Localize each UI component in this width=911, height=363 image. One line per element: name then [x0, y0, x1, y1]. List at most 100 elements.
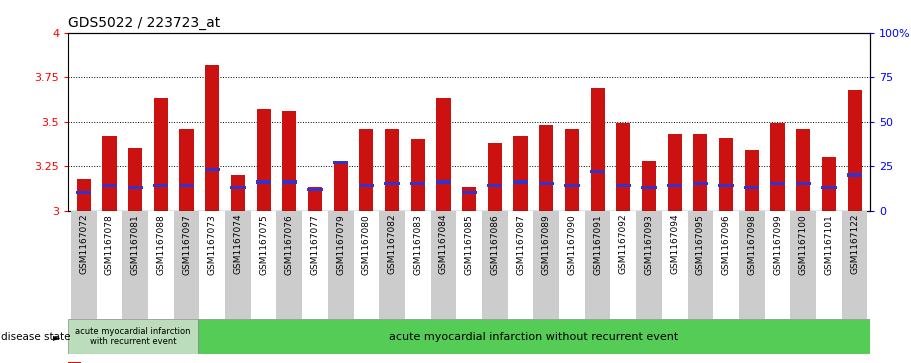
- Bar: [68, 319, 198, 354]
- Bar: [257, 109, 271, 211]
- Text: GSM1167093: GSM1167093: [644, 214, 653, 274]
- Bar: [534, 211, 559, 319]
- Bar: [333, 161, 348, 164]
- Bar: [616, 184, 631, 187]
- Bar: [796, 129, 810, 211]
- Bar: [77, 191, 91, 194]
- Bar: [539, 125, 553, 211]
- Bar: [384, 182, 400, 185]
- Bar: [662, 211, 688, 319]
- Bar: [590, 88, 605, 211]
- Text: GSM1167073: GSM1167073: [208, 214, 217, 274]
- Bar: [847, 174, 862, 176]
- Bar: [565, 129, 579, 211]
- Bar: [385, 129, 399, 211]
- Text: GSM1167091: GSM1167091: [593, 214, 602, 274]
- Bar: [128, 186, 143, 189]
- Text: GSM1167079: GSM1167079: [336, 214, 345, 274]
- Bar: [281, 180, 297, 184]
- Bar: [636, 211, 662, 319]
- Bar: [791, 211, 816, 319]
- Bar: [153, 184, 169, 187]
- Bar: [205, 168, 220, 171]
- Text: GSM1167078: GSM1167078: [105, 214, 114, 274]
- Bar: [276, 211, 302, 319]
- Bar: [431, 211, 456, 319]
- Bar: [436, 98, 451, 211]
- Text: GSM1167080: GSM1167080: [362, 214, 371, 274]
- Bar: [404, 211, 431, 319]
- Bar: [359, 129, 374, 211]
- Bar: [842, 211, 867, 319]
- Bar: [513, 180, 528, 184]
- Bar: [688, 211, 713, 319]
- Bar: [462, 191, 476, 194]
- Bar: [482, 211, 507, 319]
- Bar: [230, 186, 246, 189]
- Bar: [667, 184, 682, 187]
- Text: GSM1167077: GSM1167077: [311, 214, 320, 274]
- Bar: [359, 184, 374, 187]
- Bar: [719, 138, 733, 211]
- Bar: [122, 211, 148, 319]
- Bar: [128, 148, 142, 211]
- Bar: [198, 319, 870, 354]
- Bar: [174, 211, 200, 319]
- Bar: [822, 157, 836, 211]
- Bar: [764, 211, 791, 319]
- Bar: [97, 211, 122, 319]
- Text: ►: ►: [53, 332, 60, 342]
- Bar: [154, 98, 168, 211]
- Bar: [816, 211, 842, 319]
- Bar: [102, 136, 117, 211]
- Text: GSM1167090: GSM1167090: [568, 214, 577, 274]
- Bar: [435, 180, 451, 184]
- Text: GSM1167086: GSM1167086: [490, 214, 499, 274]
- Bar: [564, 184, 579, 187]
- Text: GSM1167076: GSM1167076: [285, 214, 294, 274]
- Bar: [200, 211, 225, 319]
- Bar: [68, 362, 81, 363]
- Bar: [308, 187, 322, 211]
- Bar: [456, 211, 482, 319]
- Text: disease state: disease state: [1, 332, 70, 342]
- Bar: [411, 139, 425, 211]
- Text: GSM1167074: GSM1167074: [233, 214, 242, 274]
- Text: acute myocardial infarction without recurrent event: acute myocardial infarction without recu…: [389, 332, 679, 342]
- Bar: [719, 184, 733, 187]
- Bar: [847, 90, 862, 211]
- Bar: [693, 134, 708, 211]
- Bar: [641, 186, 657, 189]
- Text: GSM1167094: GSM1167094: [670, 214, 680, 274]
- Text: GSM1167083: GSM1167083: [414, 214, 423, 274]
- Bar: [821, 186, 836, 189]
- Bar: [179, 184, 194, 187]
- Bar: [230, 175, 245, 211]
- Bar: [616, 123, 630, 211]
- Bar: [668, 134, 681, 211]
- Bar: [179, 129, 194, 211]
- Text: GSM1167096: GSM1167096: [722, 214, 731, 274]
- Bar: [148, 211, 174, 319]
- Bar: [77, 179, 91, 211]
- Bar: [770, 182, 785, 185]
- Text: GSM1167082: GSM1167082: [387, 214, 396, 274]
- Text: GSM1167089: GSM1167089: [542, 214, 551, 274]
- Bar: [225, 211, 251, 319]
- Text: GSM1167072: GSM1167072: [79, 214, 88, 274]
- Bar: [379, 211, 404, 319]
- Text: GSM1167092: GSM1167092: [619, 214, 628, 274]
- Bar: [333, 163, 348, 211]
- Bar: [514, 136, 527, 211]
- Bar: [739, 211, 764, 319]
- Bar: [487, 184, 503, 187]
- Bar: [462, 187, 476, 211]
- Bar: [642, 161, 656, 211]
- Text: GSM1167087: GSM1167087: [516, 214, 525, 274]
- Bar: [585, 211, 610, 319]
- Bar: [713, 211, 739, 319]
- Bar: [507, 211, 534, 319]
- Bar: [205, 65, 220, 211]
- Bar: [353, 211, 379, 319]
- Text: GSM1167084: GSM1167084: [439, 214, 448, 274]
